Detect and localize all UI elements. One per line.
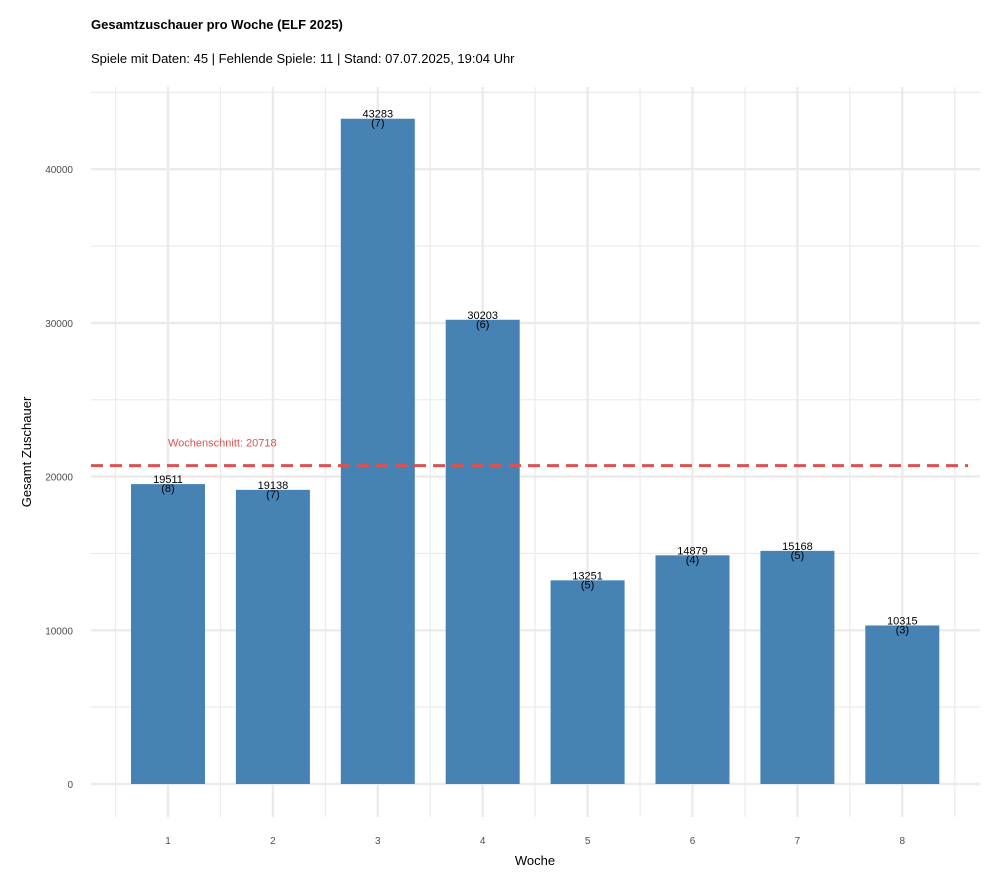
bar-games-label: (7) bbox=[371, 118, 384, 130]
bar-games-label: (7) bbox=[266, 489, 279, 501]
bar-games-label: (5) bbox=[581, 579, 594, 591]
y-tick-label: 20000 bbox=[45, 473, 73, 484]
x-tick-label: 4 bbox=[480, 836, 486, 847]
bar-games-label: (8) bbox=[161, 483, 174, 495]
x-tick-label: 7 bbox=[795, 836, 801, 847]
bar bbox=[445, 319, 520, 784]
chart-subtitle: Spiele mit Daten: 45 | Fehlende Spiele: … bbox=[91, 51, 515, 66]
bar bbox=[131, 484, 205, 784]
chart-title: Gesamtzuschauer pro Woche (ELF 2025) bbox=[91, 17, 343, 32]
bar-value-label: 30203 bbox=[467, 310, 498, 322]
average-label: Wochenschnitt: 20718 bbox=[168, 438, 277, 450]
y-tick-label: 30000 bbox=[45, 319, 73, 330]
bar-value-label: 14879 bbox=[677, 545, 708, 557]
bar-games-label: (4) bbox=[686, 554, 699, 566]
bar-games-label: (3) bbox=[896, 624, 909, 636]
x-tick-label: 8 bbox=[900, 836, 906, 847]
bar bbox=[235, 489, 310, 784]
bar bbox=[340, 118, 415, 784]
x-tick-label: 5 bbox=[585, 836, 591, 847]
bar bbox=[865, 625, 940, 784]
x-axis-title: Woche bbox=[515, 853, 555, 868]
bar bbox=[760, 550, 835, 784]
x-tick-label: 2 bbox=[270, 836, 276, 847]
bar-value-label: 10315 bbox=[887, 615, 918, 627]
y-tick-label: 10000 bbox=[45, 626, 73, 637]
bar-value-label: 15168 bbox=[782, 541, 813, 553]
x-tick-label: 6 bbox=[690, 836, 696, 847]
x-tick-label: 3 bbox=[375, 836, 381, 847]
y-axis-title: Gesamt Zuschauer bbox=[19, 396, 34, 507]
bar-games-label: (5) bbox=[791, 550, 804, 562]
bar-value-label: 19511 bbox=[153, 474, 183, 486]
bar-value-label: 19138 bbox=[258, 480, 289, 492]
y-tick-label: 40000 bbox=[45, 165, 73, 176]
bar-value-label: 13251 bbox=[572, 570, 603, 582]
x-tick-label: 1 bbox=[165, 836, 171, 847]
y-tick-label: 0 bbox=[67, 780, 73, 791]
bar-games-label: (6) bbox=[476, 319, 489, 331]
bar-value-label: 43283 bbox=[363, 109, 394, 121]
bar bbox=[655, 555, 730, 784]
bar bbox=[550, 580, 625, 784]
